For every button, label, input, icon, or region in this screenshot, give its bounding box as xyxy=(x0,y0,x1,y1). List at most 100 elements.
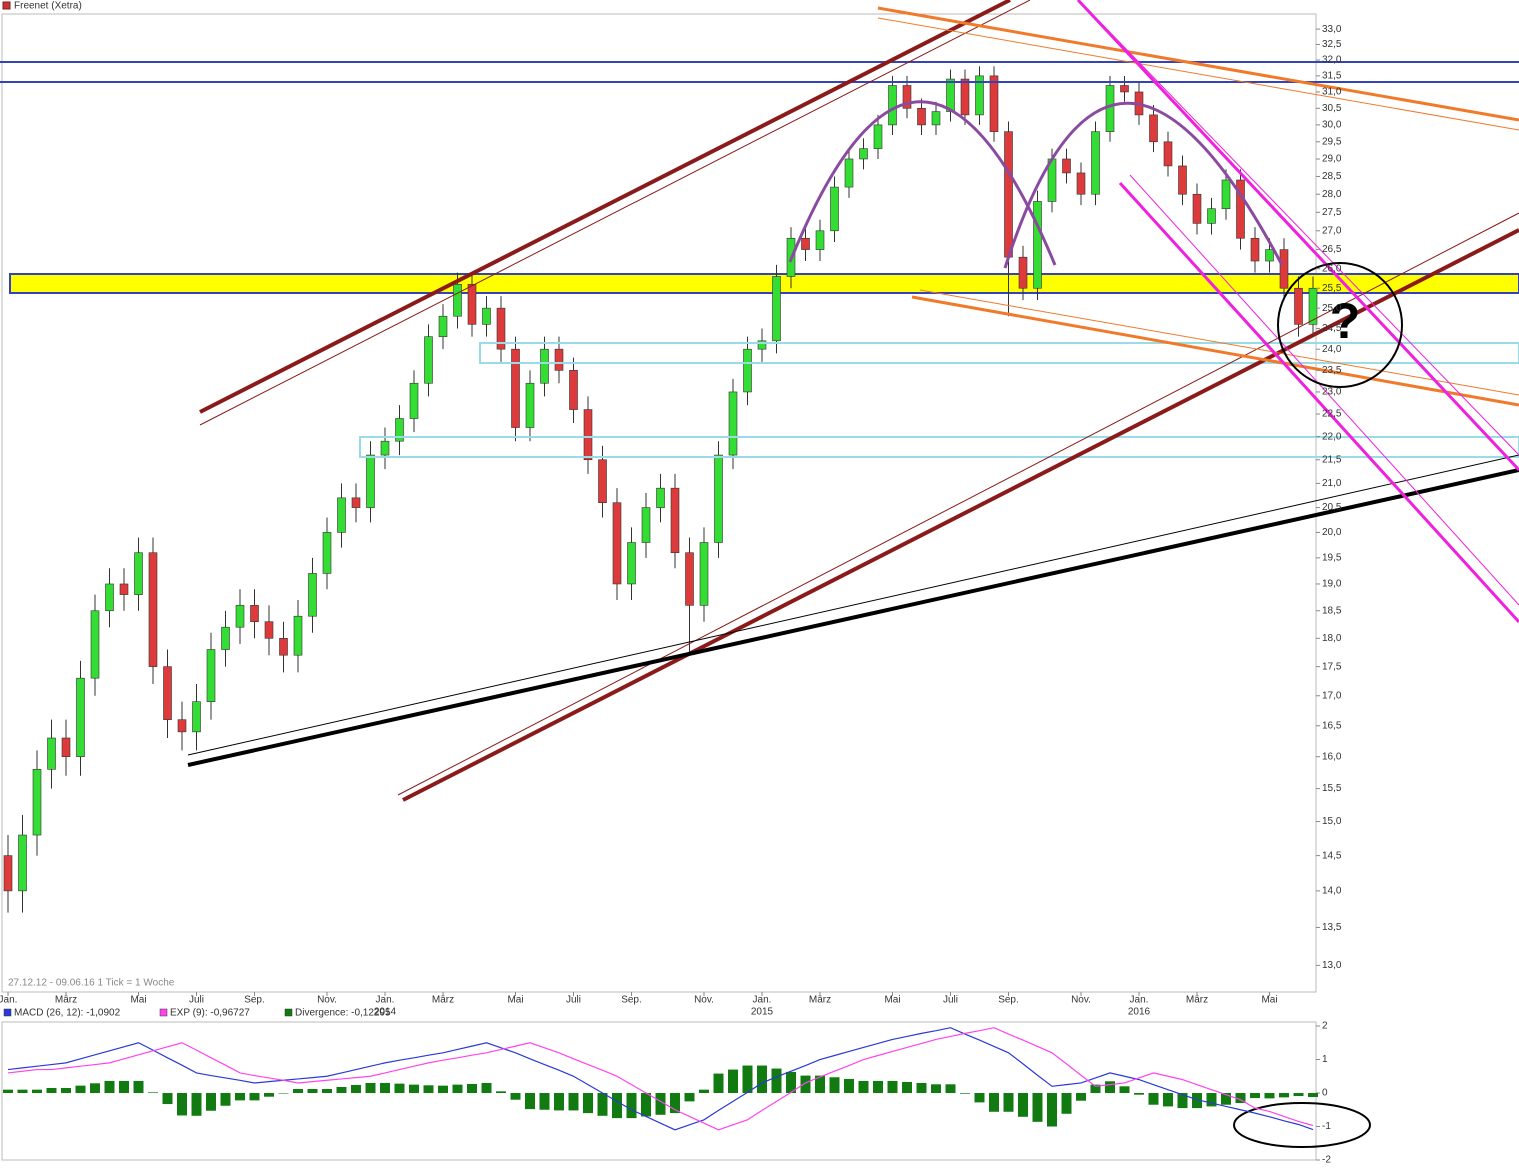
divergence-bar xyxy=(931,1084,941,1094)
candle-body xyxy=(801,237,810,250)
divergence-bar xyxy=(858,1080,869,1094)
y-tick-label: 15,0 xyxy=(1322,816,1342,827)
candle-body xyxy=(540,348,549,384)
x-tick-label: Jan. xyxy=(0,995,17,1006)
candle-body xyxy=(917,107,926,126)
candle-body xyxy=(1163,141,1173,167)
divergence-bar xyxy=(771,1068,782,1094)
divergence-bar xyxy=(568,1093,579,1111)
x-year-label: 2014 xyxy=(374,1007,397,1018)
macd-panel xyxy=(1,1021,1317,1161)
y-tick-label: 31,0 xyxy=(1322,87,1342,98)
title-swatch xyxy=(2,1,11,10)
divergence-bar xyxy=(1134,1093,1144,1095)
candles xyxy=(3,66,1318,913)
y-tick-label: 28,0 xyxy=(1322,189,1342,200)
candle-body xyxy=(743,348,752,393)
x-tick-label: März xyxy=(809,995,831,1006)
x-tick-label: Juli xyxy=(943,995,958,1006)
divergence-bar xyxy=(496,1091,506,1094)
y-tick-label: 23,5 xyxy=(1322,365,1342,376)
candle-body xyxy=(815,230,825,250)
divergence-bar xyxy=(365,1082,376,1094)
candle-body xyxy=(119,583,129,595)
divergence-bar xyxy=(1221,1093,1231,1105)
candle-body xyxy=(757,340,767,350)
y-tick-label: 31,5 xyxy=(1322,71,1342,82)
candle-body xyxy=(76,677,85,757)
y-tick-label: 30,5 xyxy=(1322,103,1342,114)
annotation: ? xyxy=(1330,293,1361,349)
x-tick-label: Jan. xyxy=(753,995,772,1006)
channel-line xyxy=(911,295,1519,407)
y-tick-label: 14,0 xyxy=(1322,886,1342,897)
divergence-bar xyxy=(467,1083,477,1094)
candle-body xyxy=(322,532,332,574)
y-tick-label: 24,5 xyxy=(1322,323,1342,334)
y-tick-label: 30,0 xyxy=(1322,120,1342,131)
candle-body xyxy=(3,855,13,892)
candle-body xyxy=(192,701,201,733)
divergence-bar xyxy=(655,1093,666,1115)
divergence-bar xyxy=(32,1089,42,1094)
chart-title: Freenet (Xetra) xyxy=(14,1,82,12)
channel-line xyxy=(877,17,1519,131)
divergence-bar xyxy=(322,1088,332,1094)
divergence-bar xyxy=(1279,1093,1289,1098)
divergence-bar xyxy=(394,1083,405,1094)
divergence-bar xyxy=(612,1093,622,1119)
candle-body xyxy=(308,573,317,617)
divergence-bar xyxy=(336,1086,347,1094)
candle-body xyxy=(293,615,303,656)
y-tick-label: 19,0 xyxy=(1322,579,1342,590)
candle-body xyxy=(1178,165,1187,195)
y-tick-label: 21,0 xyxy=(1322,478,1342,489)
trend-line xyxy=(402,228,1519,802)
divergence-bar xyxy=(873,1080,883,1094)
y-tick-label: 25,5 xyxy=(1322,283,1342,294)
candle-body xyxy=(1207,208,1216,224)
candle-body xyxy=(380,440,390,456)
divergence-bar xyxy=(1177,1093,1188,1109)
candle-body xyxy=(583,409,593,461)
divergence-bar xyxy=(916,1082,927,1094)
divergence-bar xyxy=(902,1081,912,1094)
y-tick-label: 19,5 xyxy=(1322,552,1342,563)
y-tick-label: 27,5 xyxy=(1322,207,1342,218)
candle-body xyxy=(264,621,274,639)
y-tick-label: 17,5 xyxy=(1322,661,1342,672)
indicator-line xyxy=(7,1027,1314,1131)
divergence-bar xyxy=(177,1093,187,1116)
divergence-bar xyxy=(800,1075,811,1094)
divergence-bar xyxy=(539,1093,550,1110)
candle-body xyxy=(90,610,100,679)
candle-body xyxy=(844,158,854,188)
candle-body xyxy=(105,583,114,612)
y-tick-label: 20,5 xyxy=(1322,502,1342,513)
candle-body xyxy=(931,111,941,126)
candle-body xyxy=(975,75,984,116)
candle-body xyxy=(32,769,42,836)
divergence-bar xyxy=(510,1093,521,1100)
candle-body xyxy=(1308,287,1318,325)
divergence-bar xyxy=(945,1084,956,1094)
candle-body xyxy=(337,497,346,533)
highlight-circle xyxy=(1233,1102,1371,1148)
x-tick-label: Sep. xyxy=(244,995,265,1006)
candle-body xyxy=(554,348,564,371)
candle-body xyxy=(438,315,448,337)
legend-swatch xyxy=(159,1008,168,1017)
candle-body xyxy=(250,605,259,622)
candle-body xyxy=(409,382,419,419)
divergence-bar xyxy=(220,1093,231,1106)
divergence-bar xyxy=(1105,1081,1115,1094)
divergence-bar xyxy=(191,1093,202,1116)
candle-body xyxy=(728,391,738,456)
divergence-bar xyxy=(887,1080,898,1094)
x-tick-label: Juli xyxy=(566,995,581,1006)
x-tick-label: Mai xyxy=(884,995,900,1006)
candle-body xyxy=(511,348,520,428)
divergence-bar xyxy=(597,1093,608,1116)
chart-subtitle: 27.12.12 - 09.06.16 1 Tick = 1 Woche xyxy=(8,978,175,989)
